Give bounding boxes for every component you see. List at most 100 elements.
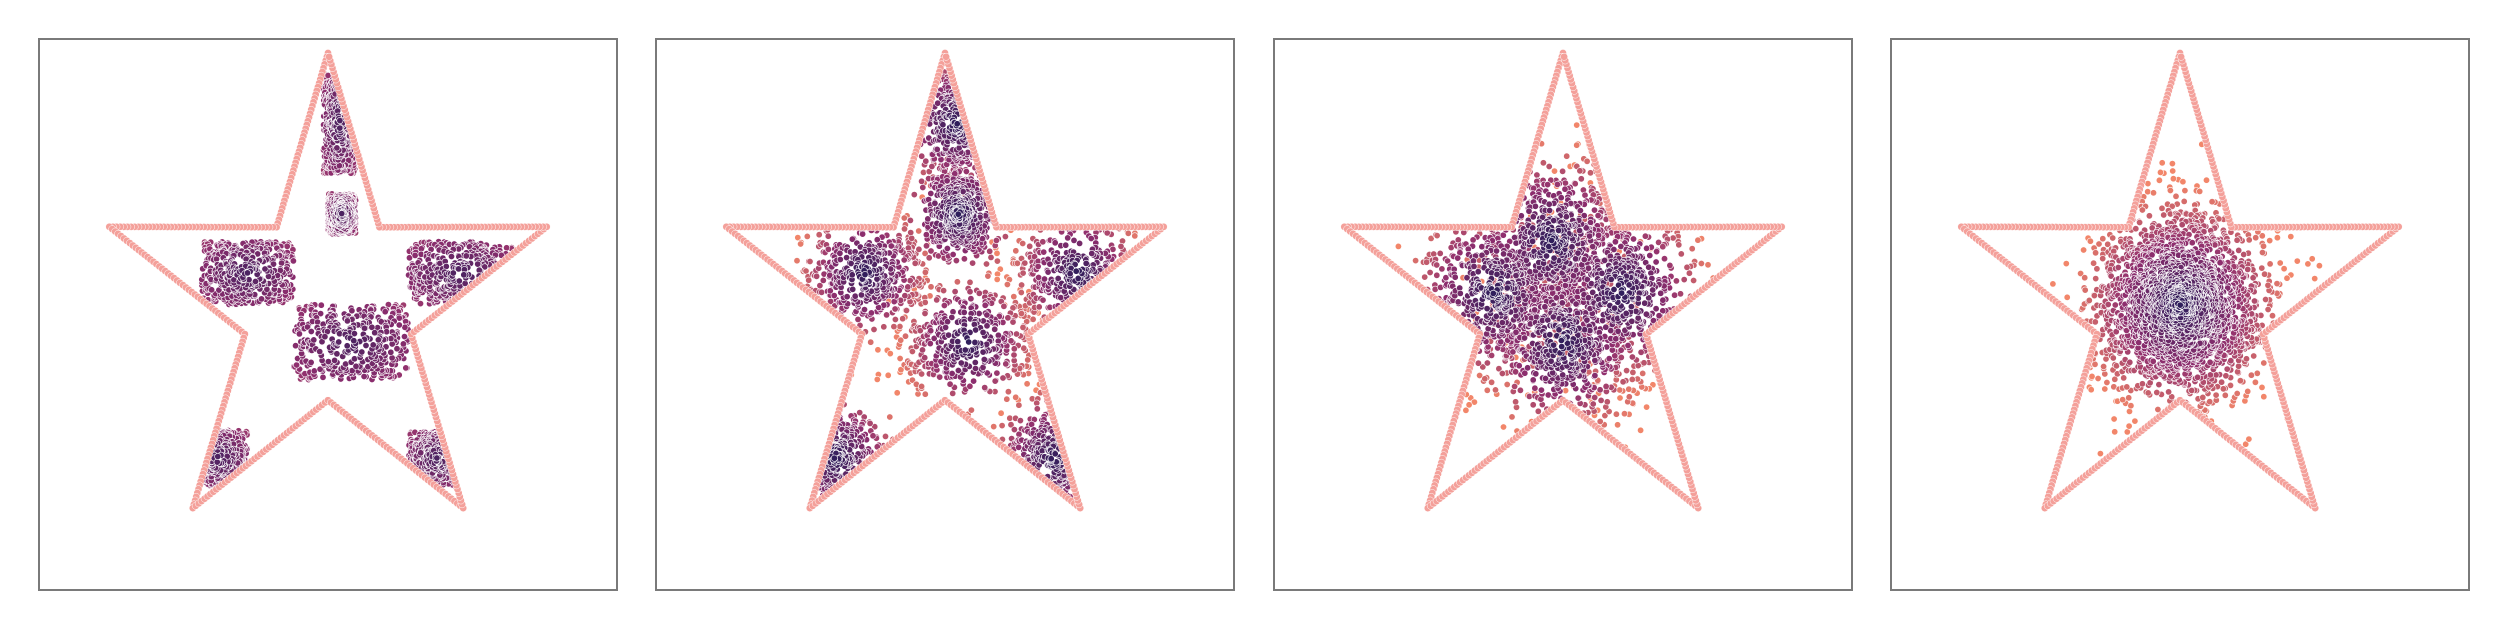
data-point xyxy=(919,168,927,176)
data-point xyxy=(395,321,403,329)
data-point xyxy=(455,265,463,273)
data-point xyxy=(369,341,377,349)
data-point xyxy=(399,340,407,348)
data-point xyxy=(911,259,919,267)
data-point xyxy=(1131,232,1139,240)
data-point xyxy=(371,329,379,337)
data-point xyxy=(1044,268,1052,276)
data-point xyxy=(338,210,346,218)
data-point xyxy=(307,327,315,335)
data-point xyxy=(983,311,991,319)
data-point xyxy=(393,345,401,353)
data-point xyxy=(931,199,939,207)
data-point xyxy=(990,423,998,431)
data-point xyxy=(1087,235,1095,243)
data-point xyxy=(873,375,881,383)
data-point xyxy=(350,355,358,363)
data-point xyxy=(986,247,994,255)
data-point xyxy=(1000,302,1008,310)
scatter-panel-1 xyxy=(38,38,618,591)
data-point xyxy=(336,124,344,132)
data-point xyxy=(381,308,389,316)
data-point xyxy=(310,367,318,375)
data-point xyxy=(943,177,951,185)
data-point xyxy=(1023,380,1031,388)
data-point xyxy=(1015,401,1023,409)
data-point xyxy=(836,256,844,264)
data-point xyxy=(901,292,909,300)
data-point xyxy=(992,237,1000,245)
data-point xyxy=(1034,263,1042,271)
data-point xyxy=(803,232,811,240)
data-point xyxy=(283,242,291,250)
data-point xyxy=(258,295,266,303)
data-point xyxy=(442,262,450,270)
data-point xyxy=(926,340,934,348)
data-point xyxy=(819,276,827,284)
data-point xyxy=(957,359,965,367)
data-point xyxy=(816,282,824,290)
data-point xyxy=(278,259,286,267)
data-point xyxy=(1012,393,1020,401)
data-point xyxy=(991,377,999,385)
data-point xyxy=(1017,289,1025,297)
data-point xyxy=(316,348,324,356)
data-point xyxy=(1019,323,1027,331)
data-point xyxy=(1039,296,1047,304)
data-point xyxy=(971,364,979,372)
data-point xyxy=(360,324,368,332)
data-point xyxy=(921,354,929,362)
data-point xyxy=(1051,239,1059,247)
data-point xyxy=(307,358,315,366)
data-point xyxy=(1010,351,1018,359)
data-point xyxy=(824,245,832,253)
data-point xyxy=(993,257,1001,265)
data-point xyxy=(462,252,470,260)
data-point xyxy=(1019,269,1027,277)
scatter-plot-2 xyxy=(722,49,1168,512)
data-point xyxy=(824,232,832,240)
data-point xyxy=(208,286,216,294)
data-point xyxy=(1016,417,1024,425)
data-point xyxy=(884,371,892,379)
data-point xyxy=(883,311,891,319)
data-point xyxy=(960,308,968,316)
data-point xyxy=(449,269,457,277)
data-point xyxy=(942,323,950,331)
data-point xyxy=(1015,430,1023,438)
data-point xyxy=(918,346,926,354)
star-boundary-group xyxy=(105,49,551,512)
boundary-point xyxy=(325,52,333,61)
data-point xyxy=(374,336,382,344)
data-point xyxy=(252,278,260,286)
data-point xyxy=(983,322,991,330)
data-point xyxy=(1040,275,1048,283)
data-point xyxy=(843,293,851,301)
data-point xyxy=(869,432,877,440)
data-point xyxy=(896,354,904,362)
data-point xyxy=(293,361,301,369)
data-point xyxy=(805,276,813,284)
data-point xyxy=(854,315,862,323)
data-point xyxy=(916,327,924,335)
data-point xyxy=(882,432,890,440)
data-point xyxy=(891,315,899,323)
data-point xyxy=(335,338,343,346)
data-point xyxy=(1002,360,1010,368)
data-point xyxy=(350,330,358,338)
data-point xyxy=(331,356,339,364)
data-point xyxy=(993,369,1001,377)
data-point xyxy=(880,323,888,331)
data-point xyxy=(343,342,351,350)
data-point xyxy=(949,251,957,259)
data-point xyxy=(982,260,990,268)
data-point xyxy=(991,325,999,333)
data-point xyxy=(997,409,1005,417)
data-point xyxy=(1003,395,1011,403)
data-point xyxy=(900,214,908,222)
data-point xyxy=(1007,421,1015,429)
data-point xyxy=(922,242,930,250)
data-point xyxy=(994,331,1002,339)
data-point xyxy=(918,382,926,390)
data-point xyxy=(806,258,814,266)
